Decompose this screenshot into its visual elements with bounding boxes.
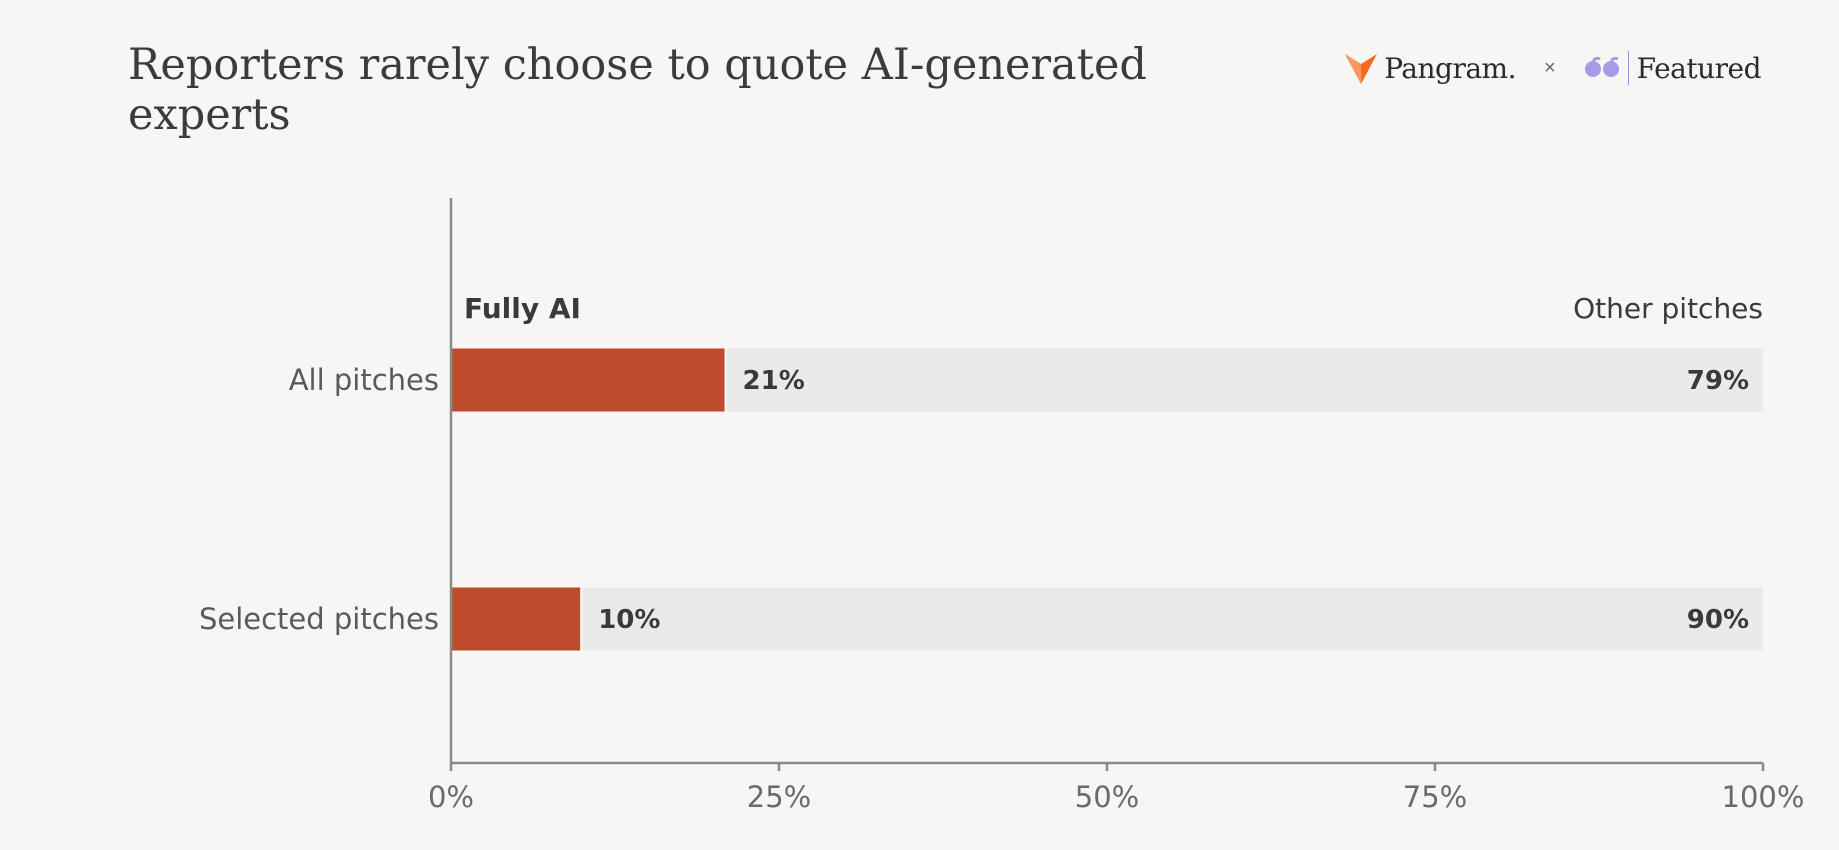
x-tick-label: 50% [1075,780,1139,814]
x-tick-label: 100% [1722,780,1805,814]
data-label-other: 90% [1687,605,1749,635]
series-label-other: Other pitches [1573,292,1763,325]
x-tick-label: 25% [747,780,811,814]
pangram-wordmark: Pangram. [1384,51,1516,85]
data-label-fully-ai: 21% [743,366,805,396]
pangram-logo: Pangram. [1344,50,1516,86]
bar-other-selected-pitches [582,587,1764,651]
pangram-fox-icon [1345,54,1378,84]
bar-fully-ai-selected-pitches [451,587,581,651]
category-label: Selected pitches [199,602,439,636]
logo-separator: × [1543,56,1556,79]
data-label-fully-ai: 10% [598,605,660,635]
logos: Pangram. × Featured [1344,50,1762,86]
x-ticks-layer: 0% 25% 50% 75% 100% [428,763,1804,814]
featured-wordmark: Featured [1636,51,1762,85]
quote-marks-icon [1584,57,1619,77]
data-label-other: 79% [1687,366,1749,396]
labels-layer: All pitches 21% 79% Selected pitches 10% 90% F… [199,292,1763,636]
featured-divider [1627,51,1629,85]
chart-title: Reporters rarely choose to quote AI-gene… [128,40,1147,140]
bars-layer [451,348,1764,651]
featured-logo: Featured [1584,51,1762,85]
category-label: All pitches [289,363,439,397]
bar-other-all-pitches [726,348,1763,412]
x-tick-label: 75% [1403,780,1467,814]
bar-fully-ai-all-pitches [451,348,725,412]
series-label-fully-ai: Fully AI [464,292,581,325]
x-tick-label: 0% [428,780,474,814]
